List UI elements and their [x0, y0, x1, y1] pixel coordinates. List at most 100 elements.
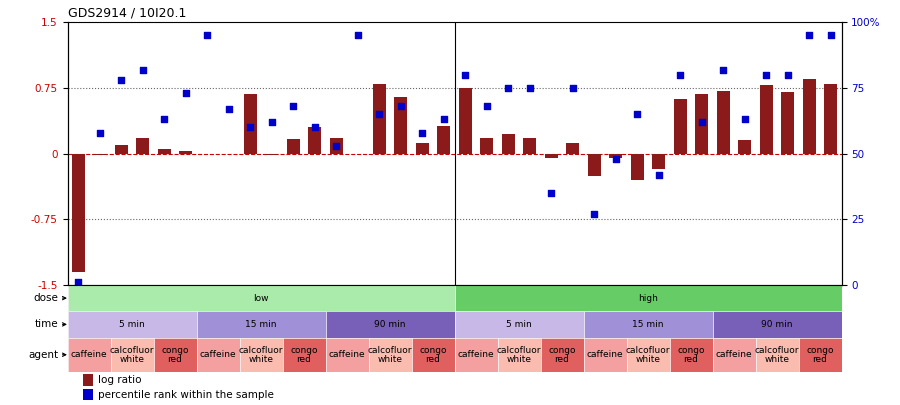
Text: caffeine: caffeine — [716, 350, 752, 359]
Text: caffeine: caffeine — [71, 350, 107, 359]
Bar — [502, 134, 515, 153]
Bar — [588, 153, 600, 175]
Bar — [411, 337, 454, 372]
Bar — [755, 337, 798, 372]
Bar — [824, 83, 837, 153]
Bar — [803, 79, 815, 153]
Text: 90 min: 90 min — [374, 320, 406, 329]
Point — [114, 77, 129, 83]
Bar — [83, 389, 93, 401]
Bar — [652, 153, 665, 169]
Text: congo
red: congo red — [419, 346, 446, 364]
Point — [93, 129, 107, 136]
Bar — [115, 145, 128, 153]
Text: caffeine: caffeine — [587, 350, 624, 359]
Point — [436, 116, 451, 123]
Point — [738, 116, 752, 123]
Bar — [523, 138, 536, 153]
Text: GDS2914 / 10I20.1: GDS2914 / 10I20.1 — [68, 7, 186, 20]
Bar — [94, 153, 106, 156]
Bar — [459, 88, 472, 153]
Point — [608, 156, 623, 162]
Bar — [670, 337, 713, 372]
Bar — [196, 337, 239, 372]
Point — [587, 211, 601, 217]
Point — [780, 72, 795, 78]
Bar — [713, 337, 755, 372]
Point — [286, 103, 301, 110]
Point — [458, 72, 473, 78]
Bar — [68, 285, 454, 311]
Bar — [583, 337, 626, 372]
Point — [523, 85, 537, 91]
Bar — [326, 337, 368, 372]
Bar — [696, 94, 708, 153]
Point — [802, 32, 816, 38]
Text: high: high — [638, 294, 658, 303]
Bar — [609, 153, 622, 158]
Point — [716, 66, 731, 73]
Text: caffeine: caffeine — [458, 350, 494, 359]
Bar — [68, 311, 196, 337]
Bar — [626, 337, 670, 372]
Bar — [373, 83, 386, 153]
Bar — [136, 138, 149, 153]
Bar — [716, 91, 730, 153]
Text: 15 min: 15 min — [632, 320, 664, 329]
Text: congo
red: congo red — [806, 346, 833, 364]
Point — [71, 279, 86, 286]
Bar — [454, 311, 583, 337]
Bar — [760, 85, 773, 153]
Point — [695, 119, 709, 125]
Bar — [798, 337, 842, 372]
Text: calcofluor
white: calcofluor white — [497, 346, 541, 364]
Point — [178, 90, 193, 96]
Bar — [72, 153, 85, 272]
Point — [415, 129, 429, 136]
Text: time: time — [34, 320, 58, 329]
Text: 90 min: 90 min — [761, 320, 793, 329]
Bar — [266, 153, 278, 156]
Text: congo
red: congo red — [677, 346, 705, 364]
Bar — [454, 337, 498, 372]
Text: calcofluor
white: calcofluor white — [626, 346, 670, 364]
Bar — [566, 143, 580, 153]
Text: calcofluor
white: calcofluor white — [755, 346, 799, 364]
Bar — [498, 337, 541, 372]
Text: congo
red: congo red — [290, 346, 318, 364]
Point — [393, 103, 408, 110]
Point — [265, 119, 279, 125]
Bar — [329, 138, 343, 153]
Bar — [481, 138, 493, 153]
Point — [630, 111, 644, 117]
Bar — [326, 311, 454, 337]
Text: caffeine: caffeine — [328, 350, 365, 359]
Point — [759, 72, 773, 78]
Bar — [239, 337, 283, 372]
Bar — [713, 311, 842, 337]
Bar — [631, 153, 644, 180]
Point — [673, 72, 688, 78]
Bar — [738, 141, 752, 153]
Point — [243, 124, 257, 130]
Bar — [416, 143, 428, 153]
Bar — [287, 139, 300, 153]
Bar — [394, 97, 407, 153]
Text: 5 min: 5 min — [119, 320, 145, 329]
Bar — [68, 337, 111, 372]
Text: agent: agent — [28, 350, 58, 360]
Point — [329, 143, 344, 149]
Text: 15 min: 15 min — [245, 320, 277, 329]
Text: congo
red: congo red — [548, 346, 576, 364]
Bar — [196, 311, 326, 337]
Bar — [454, 285, 842, 311]
Text: congo
red: congo red — [161, 346, 189, 364]
Bar — [541, 337, 583, 372]
Text: low: low — [253, 294, 269, 303]
Point — [501, 85, 516, 91]
Point — [372, 111, 386, 117]
Point — [824, 32, 838, 38]
Point — [200, 32, 214, 38]
Text: calcofluor
white: calcofluor white — [368, 346, 412, 364]
Point — [157, 116, 171, 123]
